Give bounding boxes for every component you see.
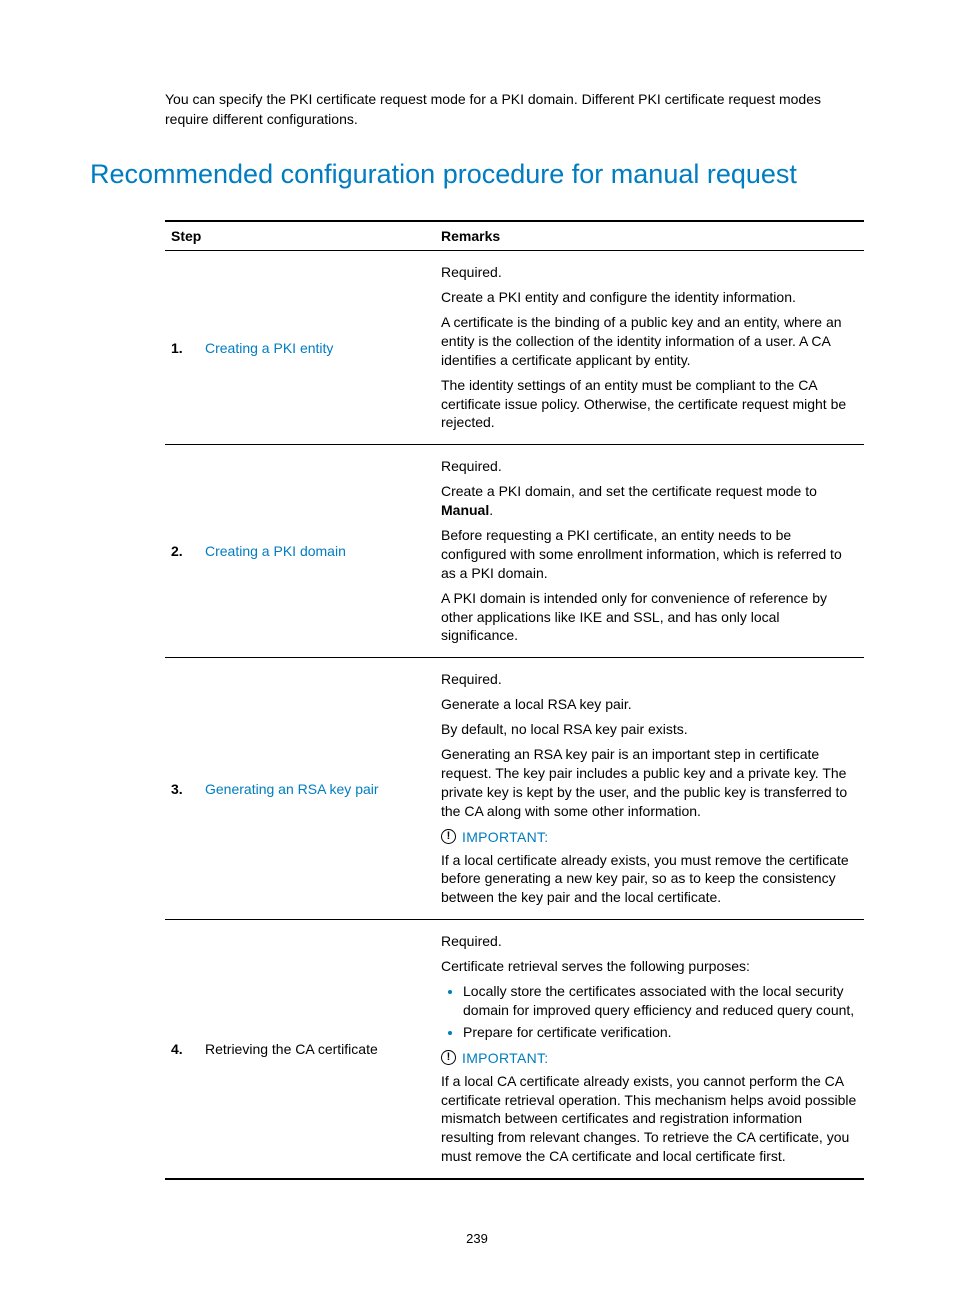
step-number: 2. <box>171 543 189 559</box>
document-page: You can specify the PKI certificate requ… <box>0 0 954 1296</box>
table-row: 3. Generating an RSA key pair Required. … <box>165 658 864 920</box>
step-cell: 2. Creating a PKI domain <box>165 445 435 658</box>
remark-text: Before requesting a PKI certificate, an … <box>441 526 858 583</box>
remark-text: A PKI domain is intended only for conven… <box>441 589 858 646</box>
step-link-pki-entity[interactable]: Creating a PKI entity <box>205 340 333 356</box>
remark-text: Certificate retrieval serves the followi… <box>441 957 858 976</box>
remark-text: The identity settings of an entity must … <box>441 376 858 433</box>
important-callout: ! IMPORTANT: <box>441 1050 858 1066</box>
remark-text: Required. <box>441 670 858 689</box>
important-callout: ! IMPORTANT: <box>441 829 858 845</box>
remark-text: If a local certificate already exists, y… <box>441 851 858 908</box>
remark-text: Required. <box>441 457 858 476</box>
step-cell: 3. Generating an RSA key pair <box>165 658 435 920</box>
step-number: 3. <box>171 781 189 797</box>
page-number: 239 <box>0 1231 954 1246</box>
remark-text: Create a PKI domain, and set the certifi… <box>441 482 858 520</box>
remark-text: Create a PKI entity and configure the id… <box>441 288 858 307</box>
important-icon: ! <box>441 829 456 844</box>
important-icon: ! <box>441 1050 456 1065</box>
remarks-cell: Required. Create a PKI entity and config… <box>435 251 864 445</box>
remark-text: If a local CA certificate already exists… <box>441 1072 858 1166</box>
remark-text: Generating an RSA key pair is an importa… <box>441 745 858 821</box>
remarks-cell: Required. Generate a local RSA key pair.… <box>435 658 864 920</box>
list-item: Prepare for certificate verification. <box>463 1023 858 1042</box>
col-header-step: Step <box>165 221 435 251</box>
remark-bullets: Locally store the certificates associate… <box>441 982 858 1042</box>
remark-text: Generate a local RSA key pair. <box>441 695 858 714</box>
table-row: 4. Retrieving the CA certificate Require… <box>165 920 864 1179</box>
step-title-ca-cert: Retrieving the CA certificate <box>205 1041 378 1057</box>
section-heading: Recommended configuration procedure for … <box>90 159 864 190</box>
remark-text-post: . <box>489 502 493 518</box>
table-row: 2. Creating a PKI domain Required. Creat… <box>165 445 864 658</box>
table-header-row: Step Remarks <box>165 221 864 251</box>
step-cell: 4. Retrieving the CA certificate <box>165 920 435 1179</box>
col-header-remarks: Remarks <box>435 221 864 251</box>
remark-text: A certificate is the binding of a public… <box>441 313 858 370</box>
step-number: 1. <box>171 340 189 356</box>
step-link-pki-domain[interactable]: Creating a PKI domain <box>205 543 346 559</box>
step-number: 4. <box>171 1041 189 1057</box>
remark-text: By default, no local RSA key pair exists… <box>441 720 858 739</box>
remark-text-bold: Manual <box>441 502 489 518</box>
remark-text: Required. <box>441 263 858 282</box>
step-cell: 1. Creating a PKI entity <box>165 251 435 445</box>
step-link-rsa-keypair[interactable]: Generating an RSA key pair <box>205 781 379 797</box>
remark-text-pre: Create a PKI domain, and set the certifi… <box>441 483 817 499</box>
table-row: 1. Creating a PKI entity Required. Creat… <box>165 251 864 445</box>
remarks-cell: Required. Certificate retrieval serves t… <box>435 920 864 1179</box>
remark-text: Required. <box>441 932 858 951</box>
important-label: IMPORTANT: <box>462 829 549 845</box>
procedure-table: Step Remarks 1. Creating a PKI entity Re… <box>165 220 864 1180</box>
important-label: IMPORTANT: <box>462 1050 549 1066</box>
remarks-cell: Required. Create a PKI domain, and set t… <box>435 445 864 658</box>
intro-paragraph: You can specify the PKI certificate requ… <box>165 90 864 129</box>
list-item: Locally store the certificates associate… <box>463 982 858 1020</box>
